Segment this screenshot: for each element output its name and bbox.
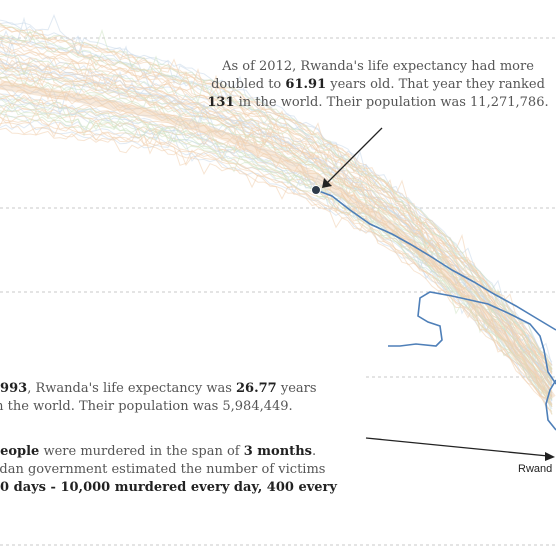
annotation-text: As of 2012, Rwanda's life expectancy had… bbox=[222, 59, 534, 74]
rwanda-line-dip bbox=[388, 291, 556, 385]
life-expectancy-value: 26.77 bbox=[236, 381, 277, 396]
country-trajectory-line bbox=[0, 26, 553, 366]
country-trajectory-line bbox=[0, 67, 553, 388]
annotation-bold: people bbox=[0, 444, 40, 459]
annotation-text: ndan government estimated the number of … bbox=[0, 462, 326, 477]
annotation-2012: As of 2012, Rwanda's life expectancy had… bbox=[198, 58, 556, 112]
rwanda-trajectory bbox=[311, 127, 556, 461]
annotation-genocide: people were murdered in the span of 3 mo… bbox=[0, 443, 337, 497]
rwanda-line bbox=[315, 189, 556, 331]
annotation-arrow-genocide bbox=[365, 437, 549, 457]
annotation-bold: 00 days - 10,000 murdered every day, 400… bbox=[0, 480, 337, 495]
annotation-text: in the world. Their population was 11,27… bbox=[234, 95, 549, 110]
rwanda-line-tail bbox=[545, 379, 556, 431]
marker-2012 bbox=[311, 185, 321, 195]
country-trajectory-line bbox=[0, 103, 553, 406]
country-trajectory-bundle bbox=[0, 14, 556, 415]
annotation-text: years bbox=[276, 381, 317, 396]
country-trajectory-line bbox=[0, 60, 553, 381]
country-trajectory-line bbox=[0, 103, 553, 400]
country-trajectory-line bbox=[0, 115, 553, 406]
life-expectancy-value: 61.91 bbox=[285, 77, 327, 92]
country-trajectory-line bbox=[0, 37, 553, 370]
country-trajectory-line bbox=[0, 51, 553, 382]
country-trajectory-line bbox=[0, 116, 553, 407]
arrowhead-icon bbox=[322, 178, 332, 188]
country-trajectory-line bbox=[0, 24, 553, 370]
country-trajectory-line bbox=[0, 80, 553, 398]
annotation-text: were murdered in the span of bbox=[39, 444, 244, 459]
annotation-1993: 1993, Rwanda's life expectancy was 26.77… bbox=[0, 380, 317, 416]
arrowhead-icon bbox=[545, 452, 555, 461]
bundle-trunk bbox=[0, 80, 556, 402]
year-value: 1993 bbox=[0, 381, 28, 396]
country-trajectory-line bbox=[0, 54, 553, 383]
country-trajectory-line bbox=[0, 112, 553, 407]
annotation-text: doubled to bbox=[211, 77, 286, 92]
country-trajectory-line bbox=[0, 22, 553, 369]
country-trajectory-line bbox=[0, 76, 553, 393]
rank-value: 131 bbox=[207, 95, 235, 110]
country-label: Rwand bbox=[518, 463, 553, 475]
country-trajectory-line bbox=[0, 42, 553, 375]
gridlines bbox=[0, 37, 556, 546]
annotation-arrow-2012 bbox=[326, 127, 383, 184]
annotation-text: years old. That year they ranked bbox=[326, 77, 545, 92]
annotation-bold: 3 months bbox=[243, 444, 312, 459]
annotation-text: in the world. Their population was 5,984… bbox=[0, 399, 293, 414]
annotation-text: , Rwanda's life expectancy was bbox=[27, 381, 236, 396]
annotation-text: . bbox=[311, 444, 317, 459]
